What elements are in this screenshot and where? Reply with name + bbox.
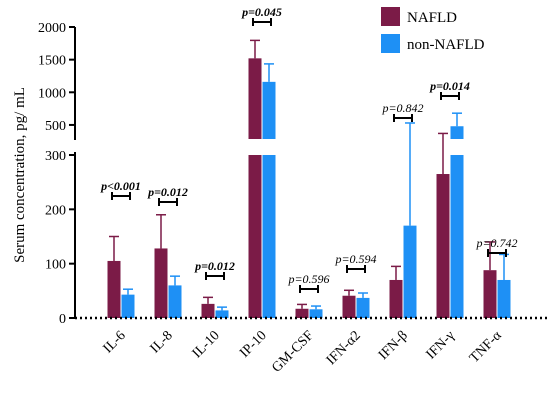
p-value-label: p=0.012 [147, 185, 188, 199]
bar-upper-segment [248, 58, 262, 140]
bar [168, 285, 182, 318]
bar [389, 279, 403, 318]
y-tick-label: 200 [45, 203, 66, 218]
bar-upper-segment [262, 81, 276, 139]
bar [436, 174, 450, 318]
bar [121, 294, 135, 318]
y-tick-label: 1000 [38, 86, 66, 101]
y-tick-label: 300 [45, 149, 66, 164]
bar [201, 303, 215, 318]
x-category-label: IFN-γ [424, 328, 458, 362]
bar [309, 309, 323, 318]
bar [154, 248, 168, 318]
y-axes: 0 100 200 300 500 1000 1500 2000 [38, 21, 76, 327]
p-value-label: p=0.742 [475, 236, 517, 250]
bar [295, 308, 309, 318]
x-category-label: GM-CSF [269, 328, 317, 376]
bar [107, 260, 121, 318]
bar [497, 279, 511, 318]
x-axis-categories: IL-6 IL-8 IL-10 IP-10 GM-CSF IFN-α2 IFN-β IFN-γ… [101, 328, 506, 376]
x-category-label: TNF-α [467, 328, 505, 366]
legend-swatch [381, 7, 400, 26]
p-value-label: p=0.842 [381, 101, 423, 115]
x-category-label: IFN-β [376, 328, 411, 363]
p-value-label: p=0.012 [194, 259, 235, 273]
y-tick-label: 1500 [38, 54, 66, 69]
p-value-label: p=0.596 [287, 272, 329, 286]
p-value-label: p=0.014 [429, 79, 470, 93]
bars [107, 39, 511, 318]
y-axis-label: Serum concentration, pg/ mL [12, 87, 28, 263]
x-category-label: IL-6 [101, 328, 129, 356]
bar [403, 225, 417, 318]
p-value-label: p=0.045 [241, 5, 282, 19]
x-category-label: IFN-α2 [324, 328, 364, 368]
bar [262, 155, 276, 318]
legend-label: non-NAFLD [407, 37, 485, 53]
legend: NAFLD non-NAFLD [381, 7, 485, 53]
legend-swatch [381, 34, 400, 53]
y-tick-label: 2000 [38, 21, 66, 36]
p-value-label: p<0.001 [100, 179, 141, 193]
p-value-label: p=0.594 [334, 252, 376, 266]
bar [483, 270, 497, 318]
legend-label: NAFLD [407, 10, 457, 26]
y-tick-label: 100 [45, 258, 66, 273]
y-tick-label: 500 [45, 119, 66, 134]
x-category-label: IL-8 [148, 328, 176, 356]
significance-annotations: p<0.001 p=0.012 p=0.012 p=0.045 p=0.596 p=0.5… [100, 5, 518, 293]
x-category-label: IL-10 [190, 328, 223, 361]
bar [248, 155, 262, 318]
x-category-label: IP-10 [237, 328, 270, 361]
bar [215, 310, 229, 318]
bar [450, 155, 464, 318]
bar [342, 295, 356, 318]
y-tick-label: 0 [59, 312, 66, 327]
bar [356, 297, 370, 318]
bar-upper-segment [450, 126, 464, 139]
